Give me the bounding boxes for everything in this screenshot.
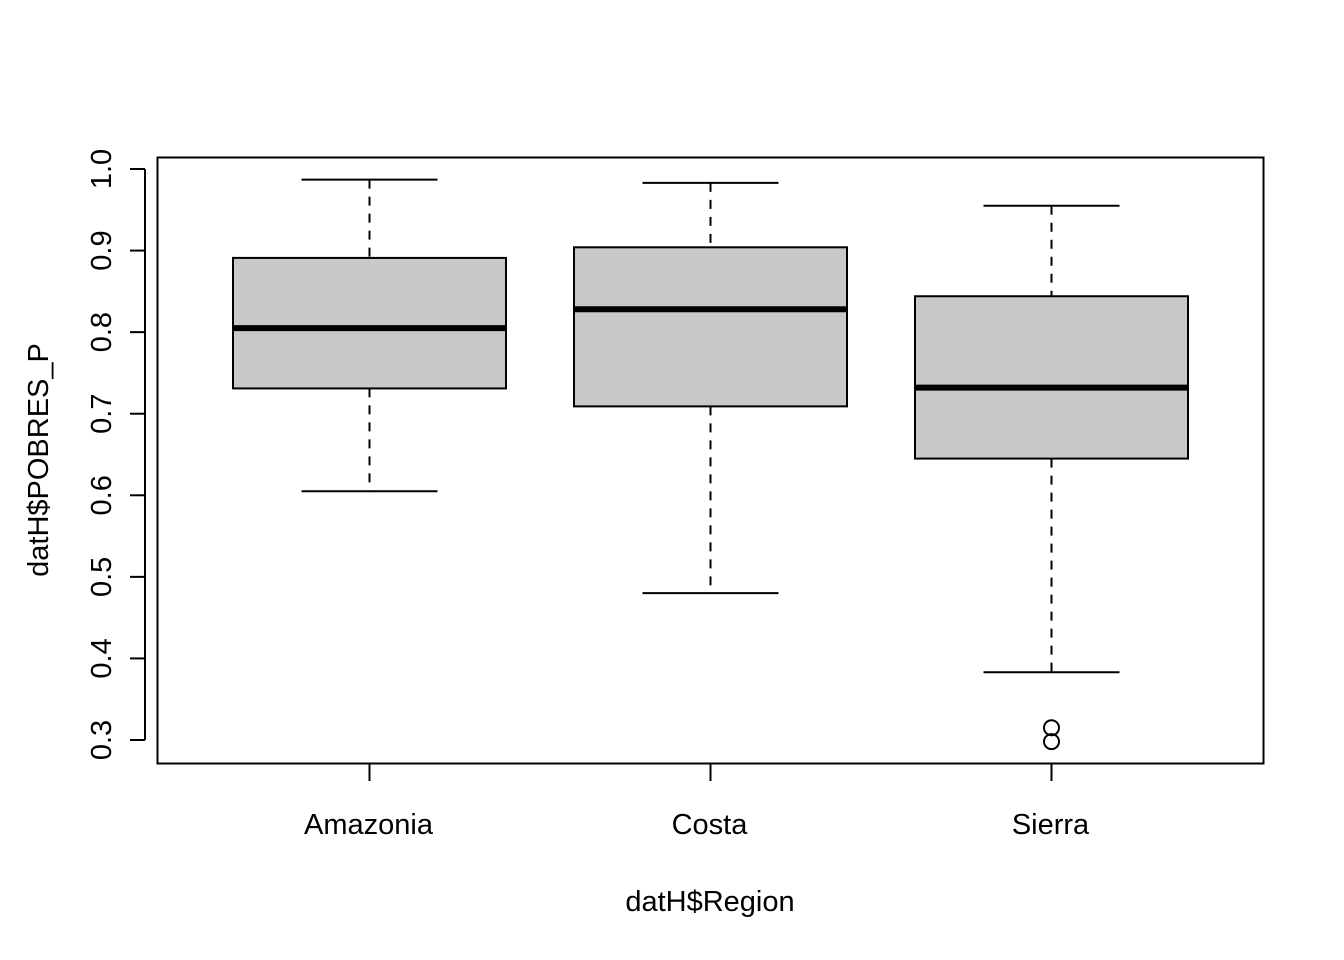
outlier-point [1043, 733, 1060, 751]
x-tick-label: Amazonia [304, 809, 434, 841]
x-axis-title: datH$Region [625, 886, 794, 918]
y-tick-label: 0.6 [86, 475, 118, 515]
y-tick-label: 0.8 [86, 312, 118, 352]
x-tick-label: Sierra [1012, 809, 1090, 841]
iqr-box [573, 246, 848, 408]
y-tick-label: 1.0 [86, 149, 118, 189]
boxes-layer [232, 178, 1189, 751]
y-tick-label: 0.7 [86, 394, 118, 434]
y-tick-label: 0.5 [86, 557, 118, 597]
iqr-box [232, 256, 507, 390]
y-tick-label: 0.9 [86, 230, 118, 270]
x-tick-label: Costa [672, 809, 749, 841]
box-group-amazonia [232, 178, 507, 493]
box-group-sierra [914, 204, 1189, 751]
y-axis-title: datH$POBRES_P [23, 343, 55, 577]
outlier-point [1043, 719, 1060, 737]
y-tick-label: 0.3 [86, 720, 118, 760]
y-tick-label: 0.4 [86, 638, 118, 678]
x-axis: Amazonia Costa Sierra [304, 763, 1090, 841]
box-group-costa [573, 181, 848, 595]
y-axis: 0.3 0.4 0.5 0.6 0.7 0.8 0.9 1.0 [86, 149, 146, 760]
iqr-box [914, 295, 1189, 460]
